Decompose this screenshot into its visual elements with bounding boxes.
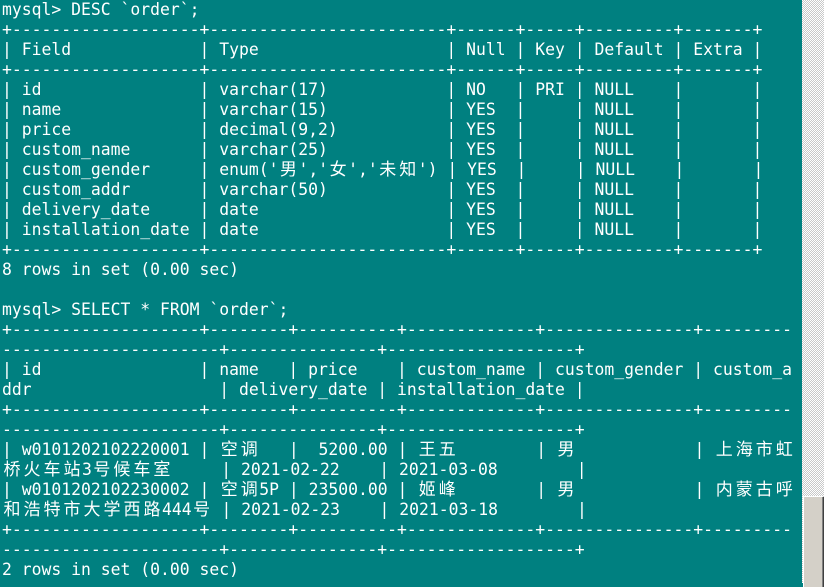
table-border: +-------------------+-------------------… [2,20,763,39]
table-row: | custom_gender | enum('男','女','未 知') | Y… [2,160,764,180]
command-line: mysql> SELECT * FROM `order`; [2,300,289,319]
table-row: | custom_name | varchar(25) | YES | | NU… [2,140,763,159]
table-row: | custom_addr | varchar(50) | YES | | NU… [2,180,763,199]
table-row: 和浩特市大学西路444号 | 2021-02-23 | 2021-03-18 | [3,500,587,520]
vertical-scrollbar[interactable] [802,0,824,587]
result-status: 8 rows in set (0.00 sec) [2,260,239,279]
scrollbar-thumb[interactable] [803,496,824,587]
blank-line [2,280,794,300]
table-header: ddr | delivery_date | installation_date … [2,380,585,399]
table-header: | id | name | price | custom_name | cust… [2,360,792,379]
table-header: | Field | Type | Null | Key | Default | … [2,40,763,59]
terminal-window[interactable]: mysql> DESC `order`; +-------------------… [0,0,802,583]
result-status: 2 rows in set (0.00 sec) [2,560,239,579]
terminal-output: mysql> DESC `order`; +-------------------… [2,0,794,580]
table-border: ----------------------+---------------+-… [2,540,585,559]
table-row: | w0101202102230002 | 空调5P | 23500.00 | … [2,480,793,500]
table-row: | price | decimal(9,2) | YES | | NULL | … [2,120,763,139]
table-border: ----------------------+---------------+-… [2,420,585,439]
table-border: +-------------------+-------------------… [2,240,763,259]
table-border: +-------------------+-------------------… [2,60,763,79]
table-row: | name | varchar(15) | YES | | NULL | | [2,100,763,119]
table-border: +-------------------+--------+----------… [2,520,792,539]
table-border: ----------------------+---------------+-… [2,340,585,359]
table-row: | delivery_date | date | YES | | NULL | … [2,200,763,219]
table-border: +-------------------+--------+----------… [2,320,792,339]
command-line: mysql> DESC `order`; [2,0,200,19]
table-row: | id | varchar(17) | NO | PRI | NULL | | [2,80,763,99]
table-row: 桥火车站3号候车室 | 2021-02-22 | 2021-03-08 | [3,460,587,480]
table-border: +-------------------+--------+----------… [2,400,792,419]
table-row: | w0101202102220001 | 空调 | 5200.00 | 王五 … [2,440,793,460]
table-row: | installation_date | date | YES | | NUL… [2,220,763,239]
